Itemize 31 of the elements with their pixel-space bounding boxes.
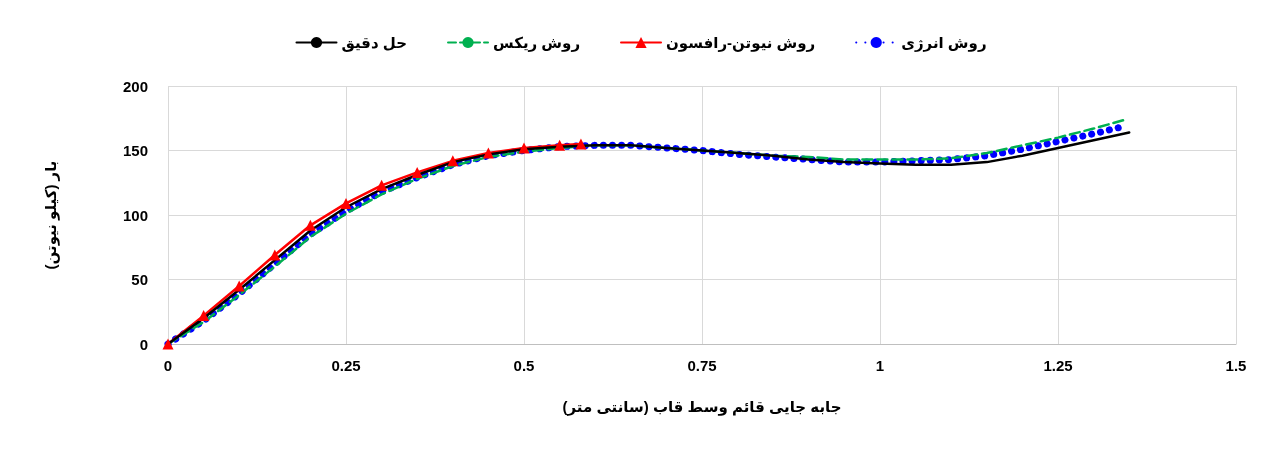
point xyxy=(518,142,530,154)
point xyxy=(411,166,423,178)
x-axis-title: جابه جایی قائم وسط قاب (سانتی متر) xyxy=(562,398,842,416)
y-tick-label: 0 xyxy=(139,335,148,353)
x-tick-label: 0 xyxy=(163,357,173,374)
point xyxy=(162,338,174,350)
point xyxy=(233,280,245,292)
point xyxy=(554,139,566,151)
x-tick-label: 0.25 xyxy=(331,357,361,374)
point xyxy=(269,249,281,261)
y-tick-label: 200 xyxy=(122,77,148,95)
legend-label: روش نیوتن-رافسون xyxy=(666,34,816,52)
point xyxy=(340,197,352,209)
point xyxy=(482,147,494,159)
point xyxy=(198,310,210,322)
y-tick-label: 150 xyxy=(122,142,148,159)
x-tick-label: 0.5 xyxy=(513,357,535,374)
point xyxy=(575,138,587,150)
point xyxy=(447,155,459,167)
point xyxy=(376,179,388,191)
point xyxy=(304,219,316,231)
y-tick-label: 100 xyxy=(122,206,148,224)
y-axis-title: بار (کیلو نیوتن) xyxy=(42,160,60,270)
x-tick-label: 0.75 xyxy=(687,357,717,374)
x-tick-label: 1 xyxy=(875,357,885,374)
x-tick-label: 1.5 xyxy=(1225,357,1247,374)
x-tick-label: 1.25 xyxy=(1043,357,1073,374)
legend-label: روش انرژی xyxy=(901,34,987,52)
legend-label: حل دقیق xyxy=(341,34,408,52)
y-tick-label: 50 xyxy=(131,271,148,288)
legend-label: روش ریکس xyxy=(493,34,581,52)
